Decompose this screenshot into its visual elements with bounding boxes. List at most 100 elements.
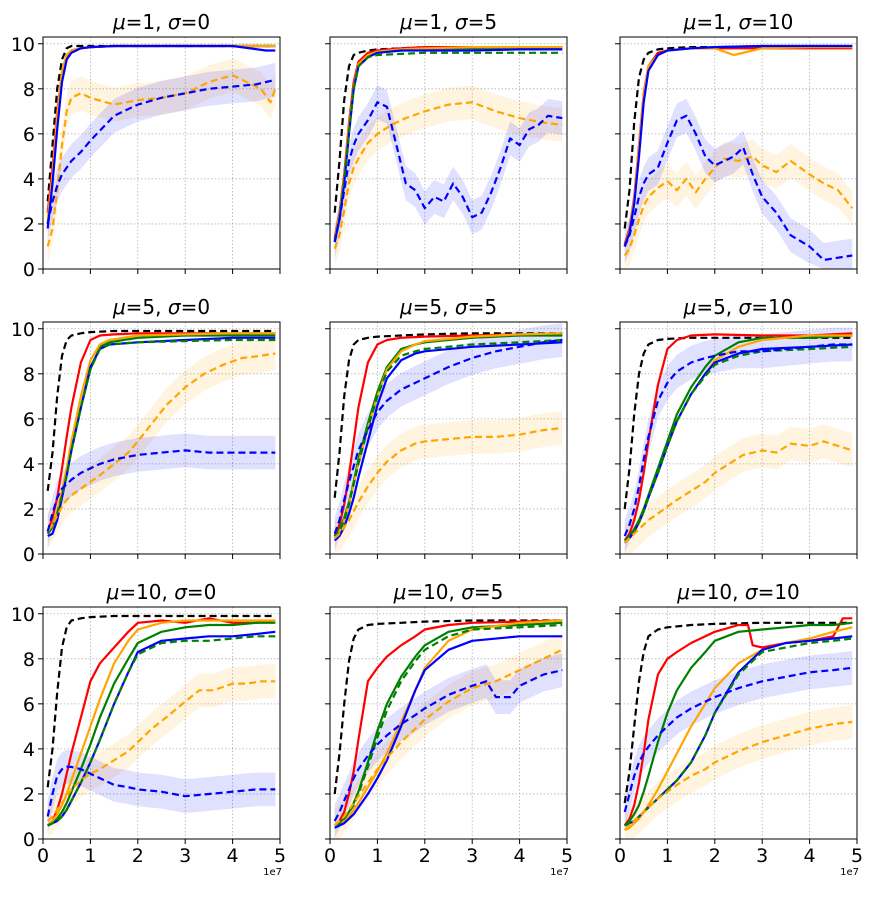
chart-title: μ=1, σ=0: [112, 10, 210, 34]
chart-panel-1: 0 2 4 6 8 10 μ=1, σ=0: [11, 10, 281, 281]
series-line-orange-dashed: [333, 426, 563, 540]
band-blue-dashed: [334, 323, 563, 551]
series-line-orange-dashed: [623, 440, 853, 544]
chart-panel-7: 0 1 2 3 4 5 0 2 4 6 8 10 1e7 μ=10, σ=0: [11, 580, 286, 878]
series-line-black-dashed: [46, 44, 276, 202]
x-tick-label: 2: [419, 845, 431, 867]
series-line-blue: [333, 341, 563, 542]
y-tick-label: 0: [23, 544, 35, 566]
y-tick-label: 6: [23, 409, 35, 431]
plot-area: [330, 607, 567, 839]
y-tick-label: 8: [23, 79, 35, 101]
band-blue-dashed: [624, 327, 853, 553]
plot-area: [43, 607, 280, 839]
x-tick-label: 0: [37, 845, 49, 867]
series-line-blue-dashed: [623, 114, 853, 262]
series-line-blue-dashed: [623, 343, 853, 537]
y-tick-label: 2: [23, 499, 35, 521]
y-tick-label: 2: [23, 214, 35, 236]
y-tick-label: 10: [11, 34, 35, 56]
series-line-green-dashed: [333, 51, 563, 243]
x-tick-label: 0: [324, 845, 336, 867]
plot-frame: [42, 321, 281, 555]
plot-frame: [42, 36, 281, 270]
x-scale-label: 1e7: [263, 867, 282, 878]
series-line-red: [333, 619, 563, 827]
x-scale-label: 1e7: [840, 867, 859, 878]
band-orange-dashed: [624, 424, 853, 554]
x-tick-label: 5: [561, 845, 573, 867]
series-line-red: [46, 617, 276, 827]
series-line-blue-dashed: [46, 765, 276, 817]
series-line-blue: [334, 635, 563, 829]
chart-title: μ=1, σ=10: [683, 10, 794, 34]
chart-panel-5: μ=5, σ=5: [325, 295, 568, 559]
plot-frame: [329, 321, 568, 555]
series-line-orange: [46, 619, 276, 827]
series-line-black-dashed: [46, 614, 276, 788]
series-line-red: [46, 332, 276, 532]
series-line-green: [47, 621, 276, 827]
x-tick-label: 1: [371, 845, 383, 867]
x-tick-label: 3: [466, 845, 478, 867]
band-orange-dashed: [624, 705, 853, 839]
band-blue-dashed: [47, 433, 276, 549]
chart-title: μ=10, σ=5: [393, 580, 504, 604]
band-orange-dashed: [47, 58, 276, 264]
x-tick-label: 4: [804, 845, 816, 867]
series-line-blue-dashed: [333, 669, 563, 822]
series-line-blue-dashed: [46, 78, 276, 225]
series-line-blue: [623, 343, 853, 544]
chart-panel-6: μ=5, σ=10: [615, 295, 858, 559]
series-line-orange-dashed: [46, 680, 276, 822]
plot-frame: [329, 606, 568, 840]
series-line-black-dashed: [46, 329, 276, 492]
chart-title: μ=5, σ=10: [683, 295, 794, 319]
series-line-blue: [46, 44, 276, 229]
band-blue-dashed: [334, 653, 563, 838]
series-line-blue-dashed: [623, 666, 853, 813]
chart-panel-3: μ=1, σ=10: [615, 10, 858, 274]
chart-title: μ=5, σ=5: [399, 295, 497, 319]
chart-panel-2: μ=1, σ=5: [325, 10, 568, 274]
series-line-black-dashed: [333, 332, 563, 498]
y-tick-label: 0: [23, 829, 35, 851]
series-line-green: [623, 621, 853, 827]
series-line-red: [623, 332, 853, 542]
series-line-green-dashed: [334, 623, 563, 827]
chart-panel-4: 0 2 4 6 8 10 μ=5, σ=0: [11, 295, 281, 566]
series-line-black-dashed: [333, 619, 563, 795]
x-tick-label: 5: [274, 845, 286, 867]
series-line-orange-dashed: [333, 648, 563, 827]
y-tick-label: 2: [23, 784, 35, 806]
series-line-blue: [47, 336, 276, 537]
y-tick-label: 10: [11, 604, 35, 626]
y-tick-label: 4: [23, 454, 35, 476]
series-line-green-dashed: [624, 637, 853, 827]
series-line-blue-dashed: [333, 101, 563, 243]
plot-frame: [619, 36, 858, 270]
plot-area: [620, 607, 857, 839]
series-line-orange-dashed: [623, 155, 854, 257]
y-tick-label: 4: [23, 739, 35, 761]
x-scale-label: 1e7: [550, 867, 569, 878]
x-tick-label: 3: [756, 845, 768, 867]
x-tick-label: 1: [661, 845, 673, 867]
series-line-blue-dashed: [333, 338, 563, 535]
plot-area: [620, 322, 857, 554]
y-tick-label: 6: [23, 694, 35, 716]
band-orange-dashed: [624, 139, 853, 269]
x-tick-label: 0: [614, 845, 626, 867]
series-line-green-dashed: [333, 338, 563, 539]
x-tick-label: 2: [709, 845, 721, 867]
band-orange-dashed: [334, 85, 563, 266]
chart-title: μ=1, σ=5: [399, 10, 497, 34]
series-line-orange: [46, 332, 276, 535]
band-blue-dashed: [624, 650, 853, 829]
y-tick-label: 8: [23, 364, 35, 386]
series-line-black-dashed: [623, 621, 853, 804]
y-tick-label: 10: [11, 319, 35, 341]
